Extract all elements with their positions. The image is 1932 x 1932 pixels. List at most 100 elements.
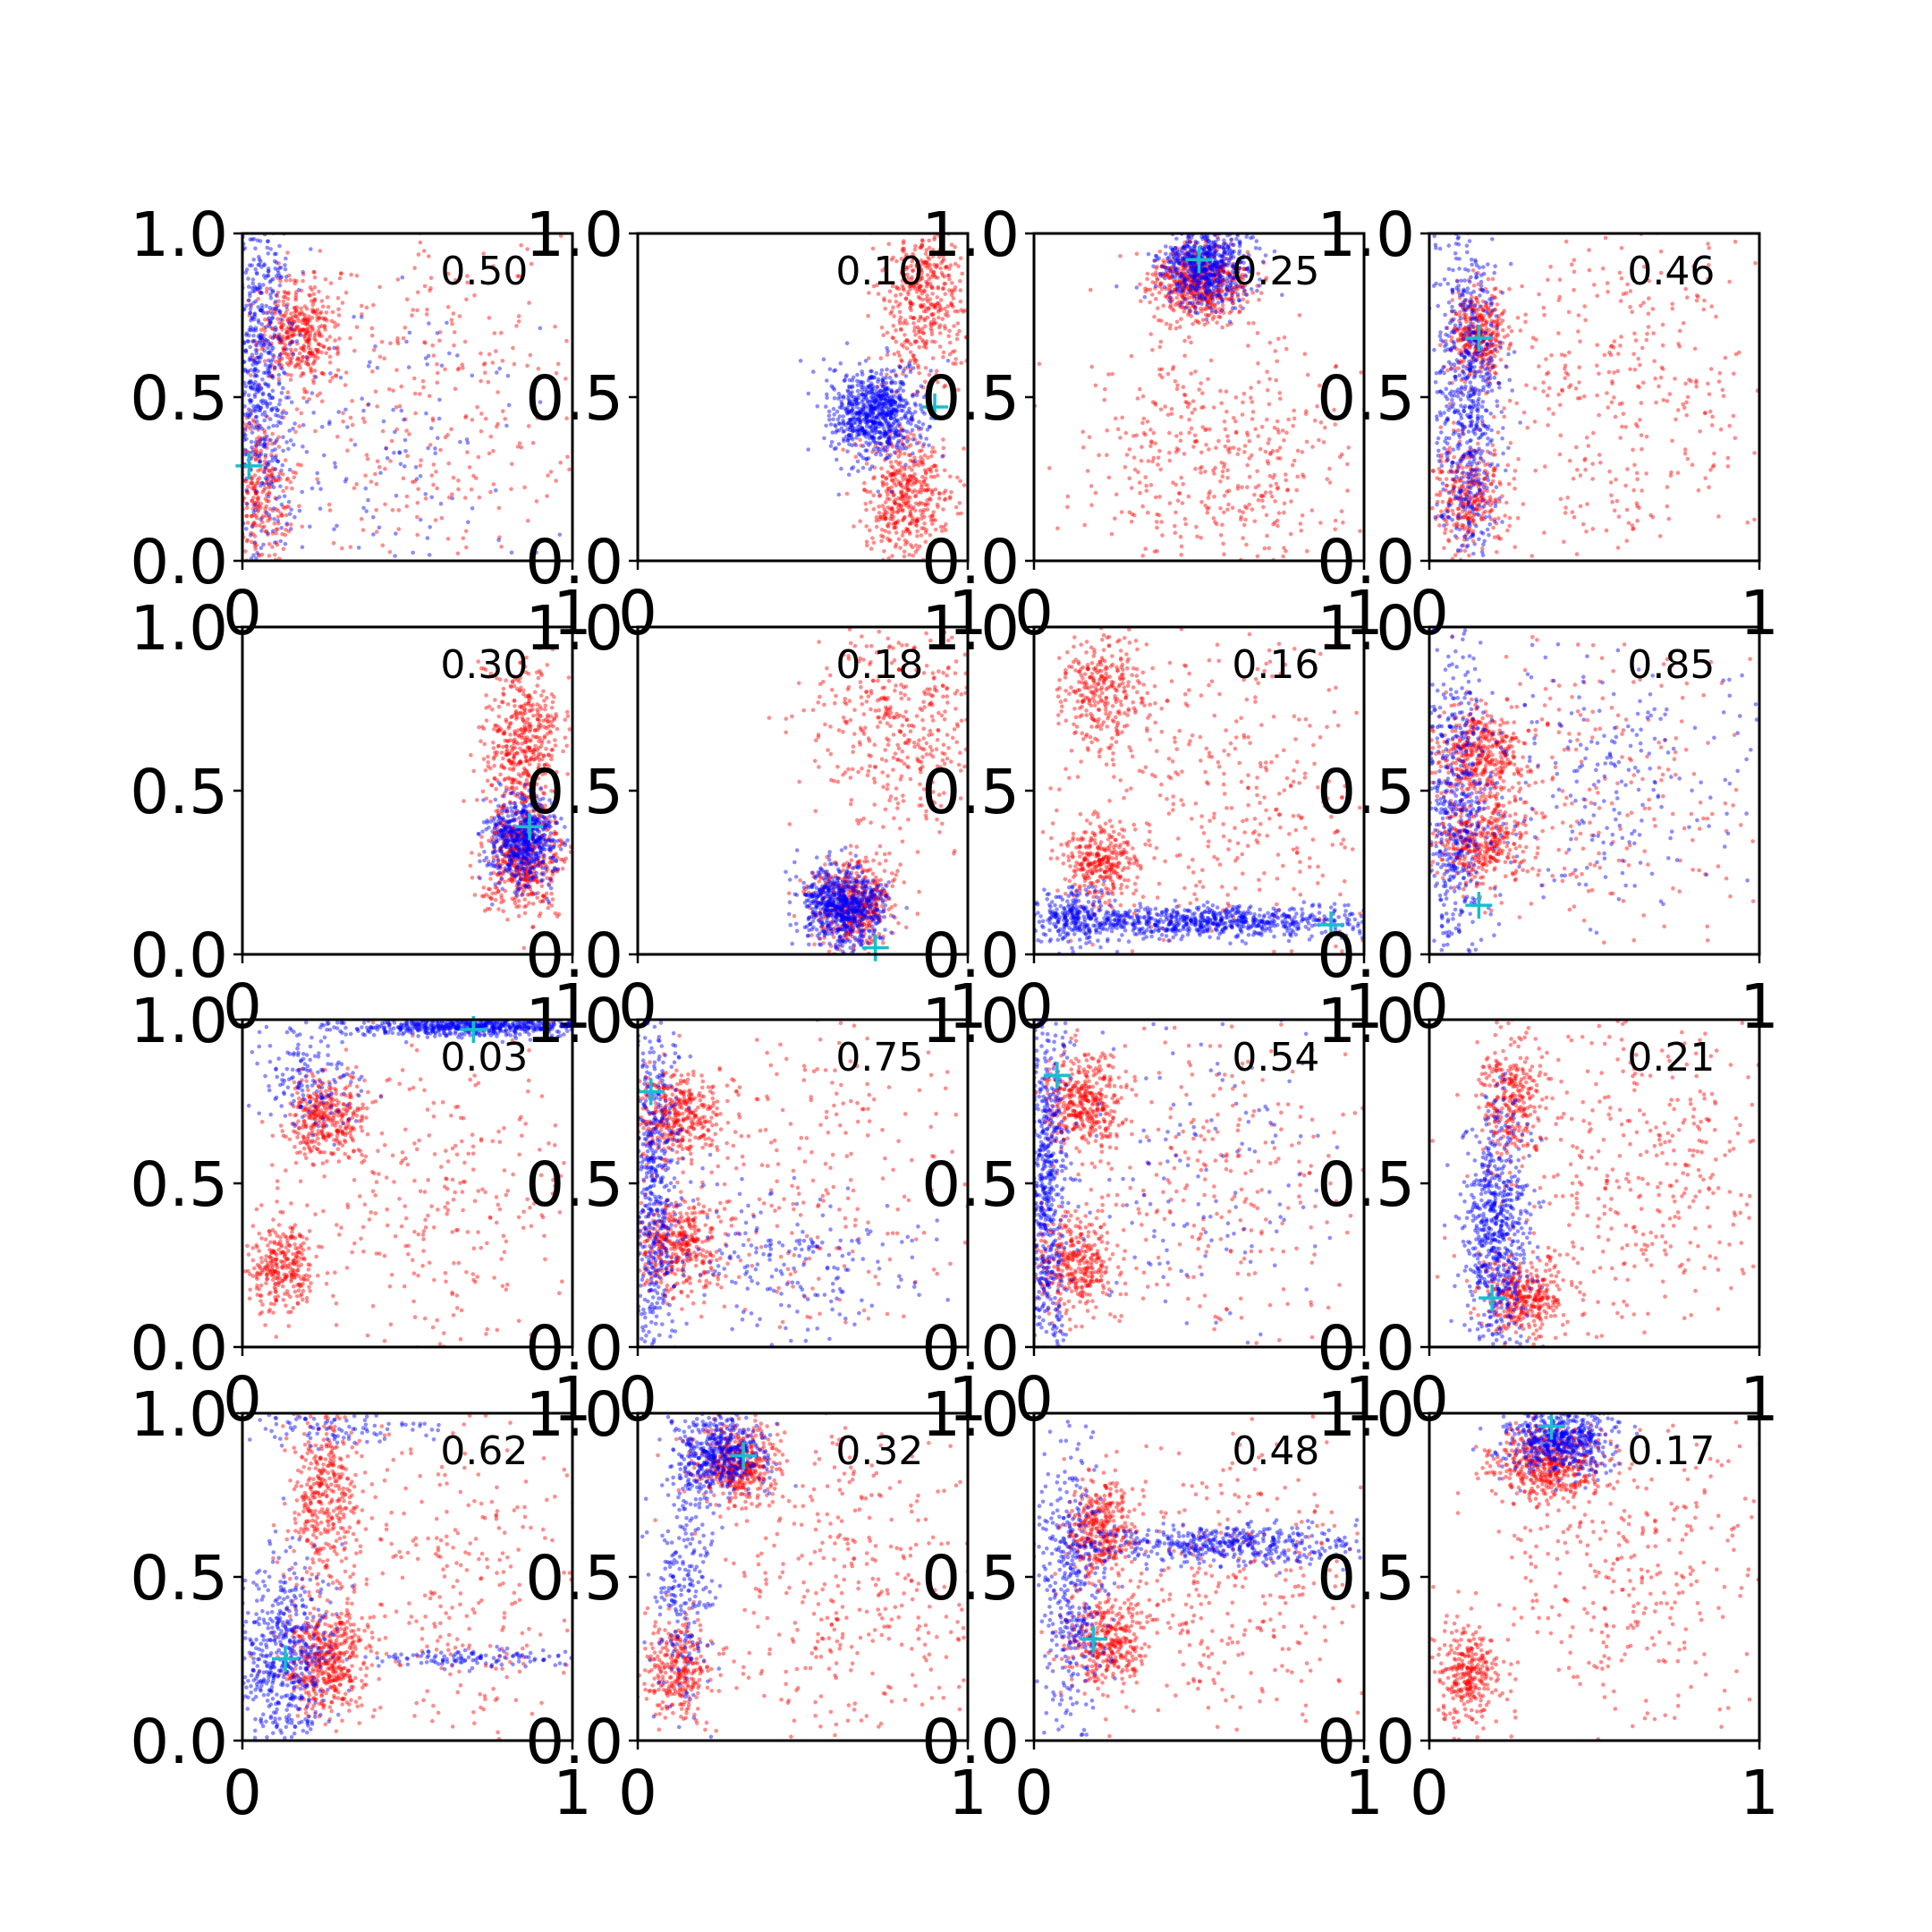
scatter-point — [281, 346, 285, 351]
scatter-point — [1189, 263, 1194, 268]
scatter-point — [1221, 242, 1226, 247]
scatter-point — [1196, 299, 1201, 303]
scatter-point — [926, 255, 930, 260]
scatter-point — [1201, 268, 1207, 274]
scatter-point — [880, 414, 885, 419]
scatter-point — [412, 376, 417, 381]
scatter-point — [1124, 453, 1130, 457]
scatter-point — [1193, 288, 1199, 292]
scatter-point — [1174, 482, 1178, 487]
scatter-point — [1138, 282, 1142, 287]
scatter-point — [412, 479, 418, 484]
scatter-point — [1227, 450, 1232, 455]
scatter-point — [934, 463, 938, 469]
scatter-point — [1221, 247, 1226, 251]
scatter-point — [893, 477, 898, 481]
scatter-point — [936, 380, 940, 385]
scatter-point — [936, 301, 941, 306]
scatter-point — [516, 319, 521, 324]
scatter-point — [843, 374, 848, 379]
scatter-point — [876, 377, 881, 382]
scatter-point — [890, 398, 894, 403]
scatter-point — [1172, 278, 1177, 284]
scatter-point — [920, 297, 925, 302]
scatter-point — [898, 507, 902, 513]
scatter-point — [274, 507, 279, 512]
scatter-point — [872, 439, 877, 445]
scatter-point — [1201, 404, 1206, 410]
scatter-point — [798, 359, 803, 363]
scatter-point — [911, 316, 916, 320]
scatter-point — [1289, 499, 1293, 504]
scatter-point — [1222, 264, 1226, 268]
scatter-point — [874, 370, 878, 376]
scatter-point — [499, 330, 504, 335]
scatter-point — [1193, 305, 1198, 310]
scatter-point — [1193, 273, 1199, 277]
scatter-point — [1176, 292, 1181, 297]
scatter-point — [918, 500, 922, 505]
scatter-point — [248, 357, 253, 362]
scatter-point — [1167, 268, 1173, 274]
scatter-point — [902, 554, 907, 559]
scatter-point — [284, 278, 289, 283]
scatter-point — [875, 445, 880, 451]
scatter-point — [304, 330, 309, 335]
scatter-point — [900, 496, 904, 501]
scatter-point — [428, 288, 432, 293]
scatter-point — [270, 374, 275, 378]
scatter-point — [268, 320, 273, 326]
scatter-point — [377, 354, 383, 360]
scatter-point — [859, 443, 863, 448]
scatter-point — [1191, 267, 1197, 272]
scatter-point — [316, 347, 321, 352]
scatter-point — [850, 384, 855, 389]
scatter-point — [1225, 476, 1230, 480]
scatter-point — [831, 417, 835, 422]
scatter-point — [914, 278, 919, 284]
scatter-point — [1241, 536, 1245, 540]
scatter-point — [318, 311, 323, 316]
scatter-point — [864, 507, 869, 513]
scatter-point — [276, 521, 281, 526]
scatter-point — [1237, 266, 1242, 270]
scatter-point — [889, 381, 894, 386]
scatter-point — [920, 462, 925, 467]
scatter-point — [1237, 309, 1242, 314]
scatter-point — [267, 363, 272, 369]
scatter-point — [287, 512, 292, 516]
scatter-point — [1230, 242, 1235, 248]
scatter-point — [289, 507, 293, 512]
scatter-point — [1215, 296, 1220, 301]
scatter-point — [1176, 270, 1181, 275]
scatter-point — [879, 442, 884, 446]
scatter-point — [404, 339, 409, 344]
scatter-point — [284, 513, 289, 518]
scatter-point — [253, 450, 258, 455]
scatter-point — [290, 486, 294, 491]
scatter-point — [246, 393, 251, 398]
scatter-point — [1204, 234, 1208, 239]
scatter-point — [868, 410, 873, 414]
scatter-point — [1176, 280, 1182, 285]
scatter-point — [257, 476, 262, 480]
scatter-point — [1235, 484, 1241, 488]
scatter-point — [1190, 269, 1195, 275]
scatter-point — [1227, 297, 1233, 301]
scatter-point — [1188, 273, 1193, 278]
scatter-point — [915, 519, 919, 523]
scatter-point — [327, 335, 333, 339]
scatter-point — [250, 476, 255, 481]
scatter-point — [1244, 542, 1249, 547]
scatter-point — [1174, 446, 1180, 451]
scatter-point — [306, 345, 311, 351]
scatter-point — [252, 314, 258, 319]
scatter-point — [1217, 296, 1223, 301]
scatter-point — [872, 475, 877, 479]
scatter-point — [1181, 301, 1185, 305]
scatter-point — [424, 312, 429, 317]
scatter-point — [855, 459, 860, 464]
scatter-point — [1150, 459, 1155, 464]
scatter-point — [246, 413, 250, 419]
scatter-point — [250, 285, 255, 291]
